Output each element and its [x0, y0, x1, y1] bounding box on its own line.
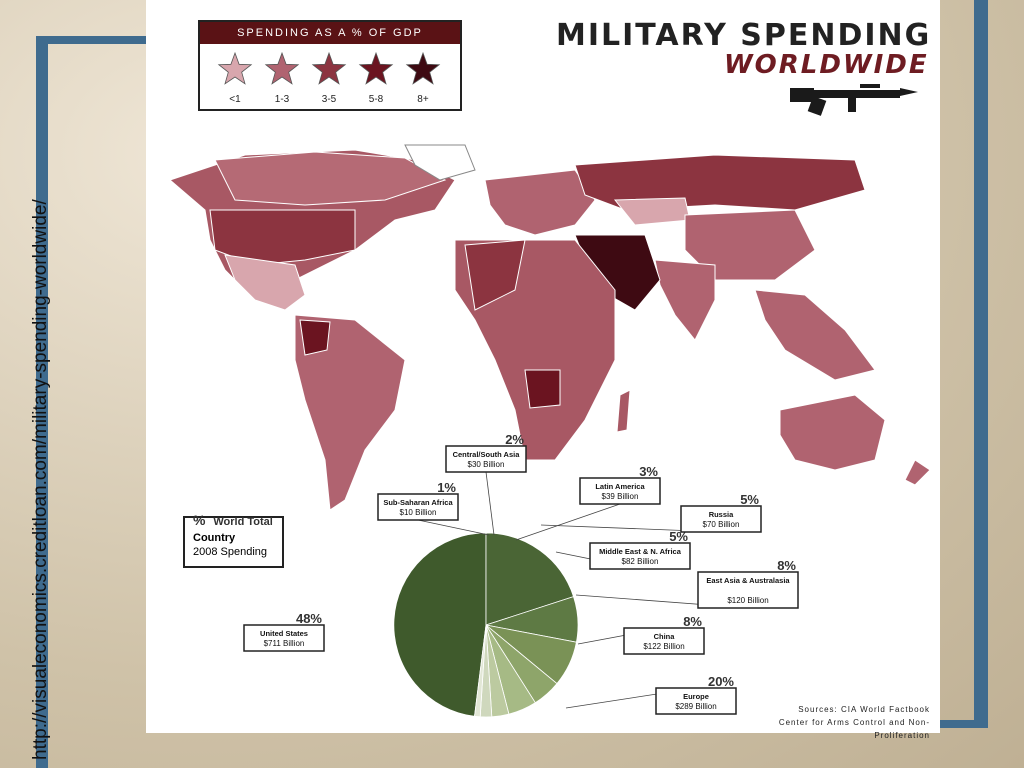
legend-label-3: 5-8: [369, 94, 384, 105]
pie-slice-0: [393, 532, 487, 717]
key-pct-symbol: %: [193, 512, 206, 528]
pie-pct-6: 3%: [639, 464, 658, 479]
legend-label-2: 3-5: [322, 94, 337, 105]
pie-name-2: China: [654, 632, 676, 641]
pie-pct-5: 5%: [740, 492, 759, 507]
map-north-africa: [464, 239, 526, 311]
legend-label-4: 8+: [417, 94, 429, 105]
pie-label-box-5: [680, 505, 762, 533]
pie-pct-0: 48%: [296, 611, 322, 626]
source-url-text[interactable]: http://visualeconomics.creditloan.com/mi…: [30, 199, 51, 760]
legend-star-0: [217, 51, 253, 85]
pie-label-box-1: [655, 687, 737, 715]
map-europe: [484, 169, 596, 236]
pie-name-7: Central/South Asia: [453, 450, 521, 459]
map-south-america: [294, 314, 406, 511]
pie-name-5: Russia: [709, 510, 734, 519]
pie-spending-7: $30 Billion: [468, 460, 505, 469]
map-india: [654, 259, 716, 341]
pie-label-box-7: [445, 445, 527, 473]
map-angola: [524, 369, 561, 409]
pie-label-box-8: [377, 493, 459, 521]
pie-spending-6: $39 Billion: [602, 492, 639, 501]
sources-note: Sources: CIA World Factbook Center for A…: [744, 703, 930, 742]
pie-slice-8: [474, 624, 487, 718]
key-spending: 2008 Spending: [193, 546, 268, 558]
pie-name-6: Latin America: [595, 482, 645, 491]
rifle-icon: [790, 84, 918, 116]
pie-label-box-3: [697, 571, 799, 609]
pie-pct-7: 2%: [505, 432, 524, 447]
source-line-1: Sources: CIA World Factbook: [798, 705, 930, 714]
pie-pct-8: 1%: [437, 480, 456, 495]
pie-spending-3: $120 Billion: [727, 596, 768, 605]
map-colombia: [299, 319, 331, 356]
pie-spending-2: $122 Billion: [643, 642, 684, 651]
map-southeast-asia: [754, 289, 876, 381]
pie-spending-5: $70 Billion: [703, 520, 740, 529]
frame-bar-bottom: [900, 720, 988, 728]
pie-name-4: Middle East & N. Africa: [599, 547, 682, 556]
legend-star-2: [311, 51, 347, 85]
world-map: [169, 144, 931, 511]
pie-spending-4: $82 Billion: [622, 557, 659, 566]
legend-star-3: [358, 51, 394, 85]
pie-pct-1: 20%: [708, 674, 734, 689]
pie-spending-8: $10 Billion: [400, 508, 437, 517]
title-line-2: WORLDWIDE: [724, 50, 929, 80]
key-country: Country: [193, 532, 236, 544]
pie-label-box-0: [243, 624, 325, 652]
pie-label-box-4: [589, 542, 691, 570]
map-greenland: [404, 144, 476, 181]
map-mexico: [224, 254, 306, 311]
pie-leader-6: [515, 503, 621, 541]
pie-label-box-6: [579, 477, 661, 505]
key-box: % World Total Country 2008 Spending: [183, 512, 284, 568]
source-line-2: Center for Arms Control and Non-Prolifer…: [778, 718, 930, 740]
pie-leader-8: [417, 519, 490, 536]
pie-spending-1: $289 Billion: [675, 702, 716, 711]
pie-name-1: Europe: [683, 692, 709, 701]
pie-pct-2: 8%: [683, 614, 702, 629]
title-line-1: MILITARY SPENDING: [556, 18, 932, 53]
legend-label-0: <1: [229, 94, 241, 105]
map-australia: [779, 394, 886, 471]
pie-slice-1: [485, 532, 575, 626]
spending-pie-chart: 48% United States$711 Billion 20% Europe$28…: [243, 432, 799, 718]
map-kazakhstan: [613, 197, 691, 226]
legend-star-1: [264, 51, 300, 85]
frame-bar-top: [36, 36, 146, 44]
frame-bar-right: [974, 0, 988, 728]
legend-label-1: 1-3: [275, 94, 290, 105]
pie-pct-3: 8%: [777, 558, 796, 573]
map-china: [684, 209, 816, 281]
map-usa: [209, 209, 356, 266]
pie-spending-0: $711 Billion: [264, 639, 305, 648]
pie-name-0: United States: [260, 629, 308, 638]
pie-name-3: East Asia & Australasia: [706, 576, 790, 585]
key-world-total: World Total: [213, 516, 273, 528]
gdp-legend: SPENDING AS A % OF GDP <1 1-3 3-5 5-8 8+: [198, 20, 462, 111]
legend-star-4: [405, 51, 441, 85]
map-new-zealand: [904, 459, 931, 486]
legend-stars: <1 1-3 3-5 5-8 8+: [217, 51, 441, 105]
pie-label-box-2: [623, 627, 705, 655]
map-madagascar: [616, 389, 631, 433]
map-canada: [214, 151, 447, 206]
pie-leader-7: [485, 471, 495, 536]
legend-title: SPENDING AS A % OF GDP: [200, 22, 460, 44]
frame-bar-left: [36, 36, 48, 768]
pie-name-8: Sub-Saharan Africa: [383, 498, 453, 507]
